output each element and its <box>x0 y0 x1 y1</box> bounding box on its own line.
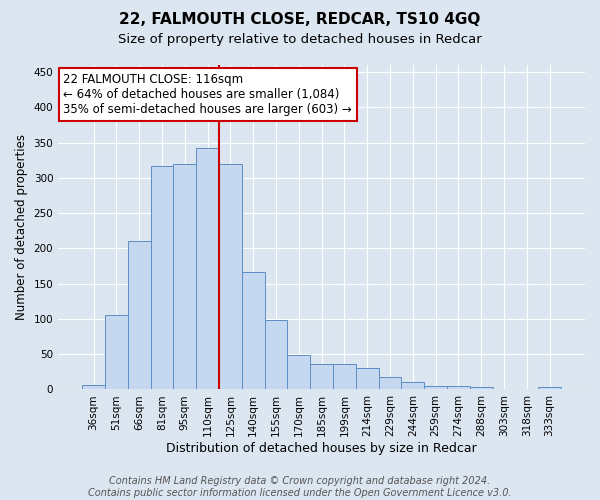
Bar <box>356 368 379 390</box>
Bar <box>173 164 196 390</box>
Text: Contains HM Land Registry data © Crown copyright and database right 2024.
Contai: Contains HM Land Registry data © Crown c… <box>88 476 512 498</box>
Bar <box>333 364 356 390</box>
Y-axis label: Number of detached properties: Number of detached properties <box>15 134 28 320</box>
Text: 22 FALMOUTH CLOSE: 116sqm
← 64% of detached houses are smaller (1,084)
35% of se: 22 FALMOUTH CLOSE: 116sqm ← 64% of detac… <box>64 73 352 116</box>
Bar <box>265 320 287 390</box>
Bar <box>470 386 493 390</box>
Bar <box>105 314 128 390</box>
Bar <box>310 364 333 390</box>
Bar <box>379 378 401 390</box>
Bar <box>82 384 105 390</box>
Bar <box>242 272 265 390</box>
Text: Size of property relative to detached houses in Redcar: Size of property relative to detached ho… <box>118 32 482 46</box>
Bar <box>219 164 242 390</box>
Bar <box>493 389 515 390</box>
Bar <box>515 389 538 390</box>
Bar <box>151 166 173 390</box>
X-axis label: Distribution of detached houses by size in Redcar: Distribution of detached houses by size … <box>166 442 477 455</box>
Bar <box>401 382 424 390</box>
Bar <box>128 242 151 390</box>
Bar <box>447 386 470 390</box>
Bar <box>196 148 219 390</box>
Bar <box>538 388 561 390</box>
Text: 22, FALMOUTH CLOSE, REDCAR, TS10 4GQ: 22, FALMOUTH CLOSE, REDCAR, TS10 4GQ <box>119 12 481 28</box>
Bar <box>287 355 310 390</box>
Bar <box>424 386 447 390</box>
